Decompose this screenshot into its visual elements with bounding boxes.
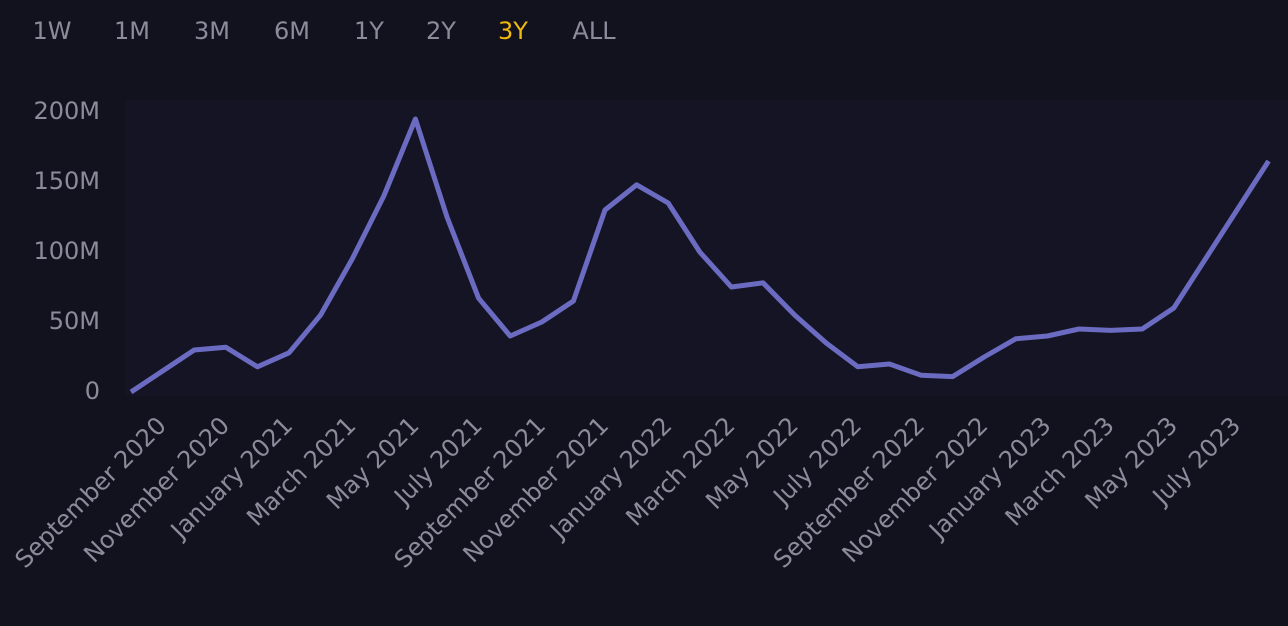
range-button[interactable]: 2Y bbox=[426, 17, 456, 45]
y-tick-label: 150M bbox=[33, 167, 100, 195]
range-button[interactable]: 1M bbox=[114, 17, 150, 45]
plot-area bbox=[125, 100, 1288, 396]
y-tick-label: 100M bbox=[33, 237, 100, 265]
range-button[interactable]: ALL bbox=[572, 17, 616, 45]
line bbox=[129, 116, 1271, 395]
range-button[interactable]: 3M bbox=[194, 17, 230, 45]
range-button[interactable]: 6M bbox=[274, 17, 310, 45]
y-tick-label: 0 bbox=[85, 377, 100, 405]
y-tick-label: 200M bbox=[33, 97, 100, 125]
range-button[interactable]: 1Y bbox=[354, 17, 384, 45]
y-tick-label: 50M bbox=[49, 307, 100, 335]
range-button[interactable]: 3Y bbox=[498, 17, 528, 45]
range-button[interactable]: 1W bbox=[33, 17, 72, 45]
